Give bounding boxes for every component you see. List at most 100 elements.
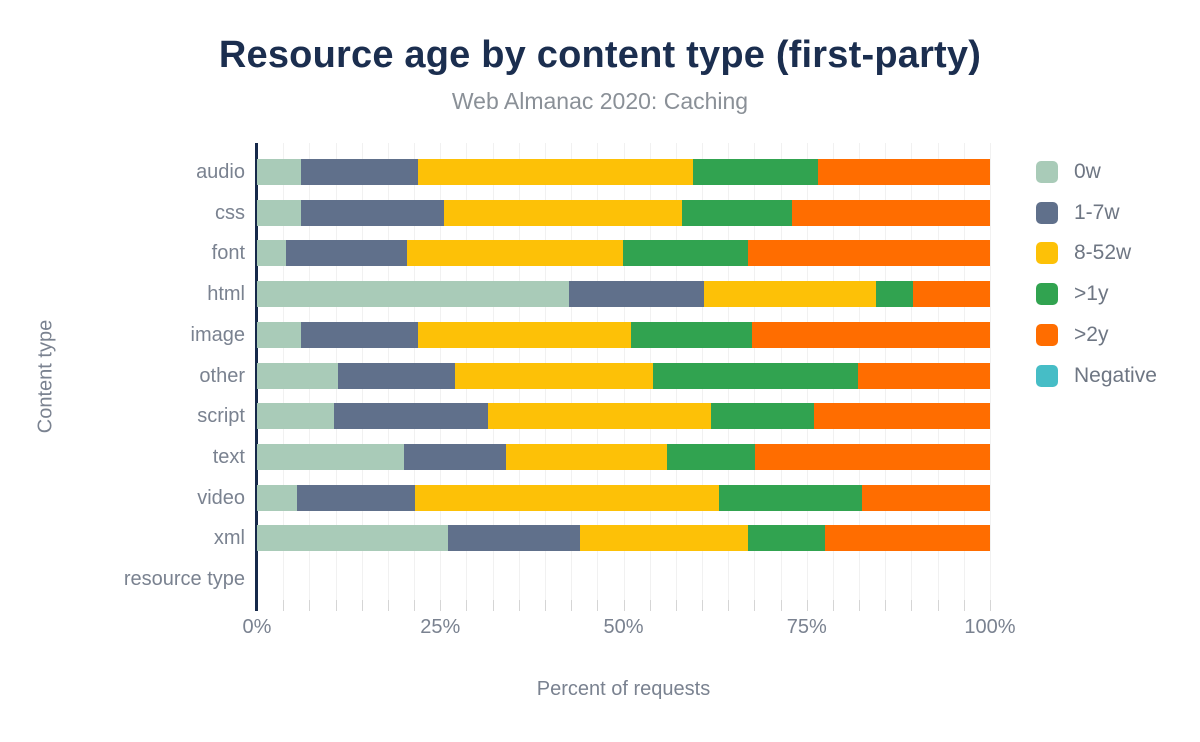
legend-label: 0w — [1074, 160, 1101, 183]
bar-segment->2y[interactable] — [792, 199, 990, 226]
axis-tick-mark — [911, 600, 913, 611]
axis-tick-mark — [859, 600, 861, 611]
legend-swatch-Negative — [1036, 364, 1058, 387]
legend-swatch-0w — [1036, 161, 1058, 183]
category-label-image: image — [190, 323, 245, 346]
bar-segment-1-7w[interactable] — [333, 403, 488, 430]
bar-segment-8-52w[interactable] — [414, 484, 719, 511]
bar-segment->2y[interactable] — [748, 240, 990, 267]
legend-item->1y[interactable]: >1y — [1036, 281, 1108, 307]
bar-segment-1-7w[interactable] — [403, 444, 507, 471]
bar-segment->1y[interactable] — [876, 281, 913, 308]
axis-tick-mark — [387, 600, 389, 611]
x-tick-label-75: 75% — [786, 616, 827, 638]
bar-segment-0w[interactable] — [257, 403, 334, 430]
bar-segment-1-7w[interactable] — [568, 281, 705, 308]
bar-segment->2y[interactable] — [913, 281, 990, 308]
bar-row-xml — [257, 525, 990, 552]
bar-segment-8-52w[interactable] — [487, 403, 712, 430]
bar-segment->2y[interactable] — [825, 525, 990, 552]
category-label-text: text — [212, 446, 245, 469]
axis-tick-mark — [414, 600, 416, 611]
category-label-video: video — [197, 486, 245, 509]
legend-item-0w[interactable]: 0w — [1036, 159, 1101, 185]
bar-segment-0w[interactable] — [257, 199, 301, 226]
bar-segment->2y[interactable] — [861, 484, 990, 511]
bar-segment-8-52w[interactable] — [506, 444, 668, 471]
legend-label: 8-52w — [1074, 241, 1132, 265]
bar-segment-8-52w[interactable] — [704, 281, 877, 308]
axis-tick-mark — [571, 600, 573, 611]
bar-segment-1-7w[interactable] — [337, 362, 455, 389]
bar-segment-8-52w[interactable] — [443, 199, 683, 226]
bar-segment-8-52w[interactable] — [454, 362, 653, 389]
axis-tick-mark — [806, 600, 808, 611]
bar-segment->2y[interactable] — [814, 403, 990, 430]
legend-swatch-8-52w — [1036, 242, 1058, 265]
axis-tick-mark — [518, 600, 520, 611]
bar-segment-1-7w[interactable] — [447, 525, 580, 552]
category-label-font: font — [211, 242, 245, 265]
legend-swatch->1y — [1036, 283, 1058, 306]
bar-row-text — [257, 444, 990, 471]
axis-tick-mark — [832, 600, 834, 611]
x-axis-title: Percent of requests — [536, 678, 711, 700]
axis-tick-mark — [623, 600, 625, 611]
bar-segment->2y[interactable] — [858, 362, 990, 389]
bar-segment-8-52w[interactable] — [579, 525, 749, 552]
bar-segment-0w[interactable] — [257, 281, 569, 308]
x-tick-label-50: 50% — [603, 616, 644, 638]
gridline — [990, 143, 991, 600]
axis-tick-mark — [728, 600, 730, 611]
bar-segment-0w[interactable] — [257, 444, 404, 471]
bar-segment->2y[interactable] — [817, 159, 990, 185]
bar-row-script — [257, 403, 990, 430]
bar-segment-1-7w[interactable] — [297, 484, 415, 511]
chart-title: Resource age by content type (first-part… — [218, 34, 982, 76]
bar-segment->1y[interactable] — [652, 362, 859, 389]
legend-item->2y[interactable]: >2y — [1036, 322, 1108, 348]
category-label-css: css — [215, 201, 245, 224]
bar-segment->1y[interactable] — [718, 484, 862, 511]
category-label-html: html — [207, 283, 245, 306]
bar-segment-0w[interactable] — [257, 484, 298, 511]
bar-segment->1y[interactable] — [693, 159, 818, 185]
bar-segment->1y[interactable] — [748, 525, 826, 552]
axis-tick-mark — [440, 600, 442, 611]
category-label-audio: audio — [196, 161, 245, 183]
bar-segment-0w[interactable] — [257, 159, 301, 185]
legend-swatch->2y — [1036, 323, 1058, 346]
axis-tick-mark — [990, 600, 991, 611]
legend-label: Negative — [1074, 363, 1157, 387]
bar-row-font — [257, 240, 990, 267]
bar-segment-0w[interactable] — [257, 362, 338, 389]
bar-segment->1y[interactable] — [711, 403, 815, 430]
bar-segment->1y[interactable] — [682, 199, 793, 226]
legend-label: 1-7w — [1074, 200, 1120, 224]
bar-segment->2y[interactable] — [751, 321, 990, 348]
bar-segment-8-52w[interactable] — [407, 240, 624, 267]
x-tick-label-0: 0% — [242, 616, 272, 638]
bar-segment->1y[interactable] — [630, 321, 752, 348]
axis-tick-mark — [335, 600, 337, 611]
bar-segment->2y[interactable] — [755, 444, 990, 471]
category-label-script: script — [197, 405, 245, 428]
legend-item-Negative[interactable]: Negative — [1036, 363, 1157, 389]
bar-segment-8-52w[interactable] — [418, 321, 631, 348]
bar-segment-1-7w[interactable] — [286, 240, 408, 267]
legend-item-8-52w[interactable]: 8-52w — [1036, 240, 1131, 266]
bar-segment-0w[interactable] — [257, 525, 448, 552]
legend-item-1-7w[interactable]: 1-7w — [1036, 200, 1120, 226]
axis-tick-mark — [492, 600, 494, 611]
axis-tick-mark — [937, 600, 939, 611]
bar-segment->1y[interactable] — [623, 240, 749, 267]
bar-row-image — [257, 321, 990, 348]
bar-segment-8-52w[interactable] — [418, 159, 694, 185]
bar-segment->1y[interactable] — [667, 444, 756, 471]
category-label-resource-type: resource type — [123, 568, 245, 591]
bar-segment-0w[interactable] — [257, 321, 301, 348]
bar-segment-1-7w[interactable] — [300, 321, 419, 348]
bar-segment-0w[interactable] — [257, 240, 287, 267]
bar-segment-1-7w[interactable] — [300, 199, 444, 226]
bar-segment-1-7w[interactable] — [300, 159, 419, 185]
